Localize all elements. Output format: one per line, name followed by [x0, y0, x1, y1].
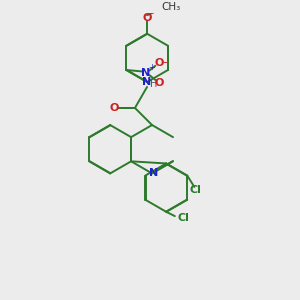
Text: N: N [141, 68, 151, 78]
Text: -: - [163, 56, 167, 69]
Text: CH₃: CH₃ [161, 2, 181, 12]
Text: O: O [142, 13, 152, 23]
Text: O: O [109, 103, 119, 113]
Text: O: O [154, 58, 164, 68]
Text: H: H [151, 79, 158, 89]
Text: +: + [148, 63, 154, 72]
Text: O: O [154, 78, 164, 88]
Text: Cl: Cl [177, 212, 189, 223]
Text: Cl: Cl [190, 185, 202, 195]
Text: N: N [149, 168, 158, 178]
Text: N: N [142, 77, 152, 87]
